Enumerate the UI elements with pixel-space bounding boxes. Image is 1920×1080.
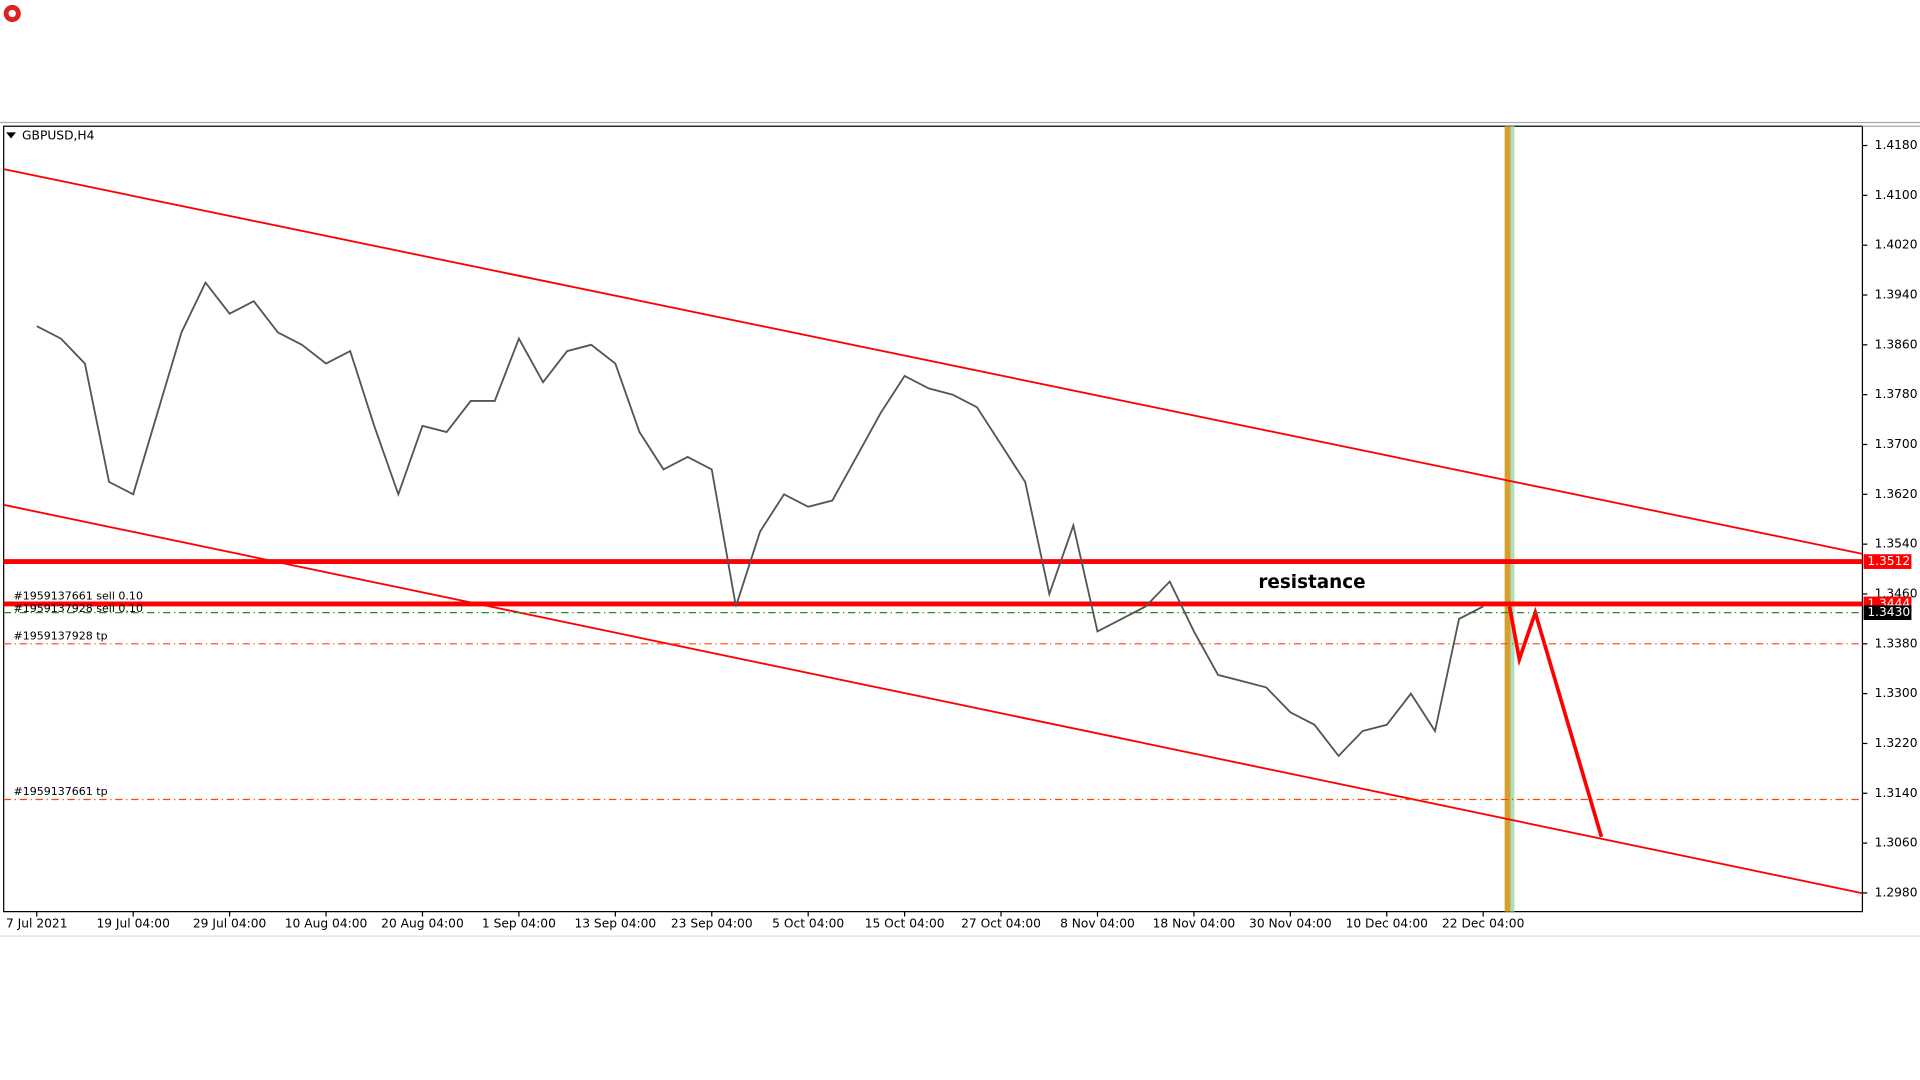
time-marker (1510, 126, 1515, 912)
y-tick-label: 1.4100 (1875, 188, 1918, 202)
x-tick-label: 1 Sep 04:00 (482, 916, 556, 930)
y-tick-label: 1.3220 (1875, 736, 1918, 750)
symbol-label: GBPUSD,H4 (22, 129, 95, 143)
y-tick-label: 1.3540 (1875, 537, 1918, 551)
trendline (3, 503, 1863, 895)
y-tick-label: 1.3060 (1875, 836, 1918, 850)
y-tick-label: 1.3620 (1875, 487, 1918, 501)
y-tick-label: 1.3780 (1875, 387, 1918, 401)
plot-area (3, 125, 1864, 913)
y-tick-label: 1.3300 (1875, 686, 1918, 700)
x-tick-label: 23 Sep 04:00 (671, 916, 753, 930)
logo-icon-center (8, 9, 16, 18)
trendline (3, 168, 1863, 555)
level-tag (1863, 554, 1912, 569)
x-tick-label: 8 Nov 04:00 (1060, 916, 1135, 930)
annotation: resistance (1258, 572, 1365, 593)
app-logo[interactable] (3, 4, 21, 23)
level-tag-label: 1.3512 (1867, 554, 1910, 568)
y-tick-label: 1.3140 (1875, 786, 1918, 800)
x-tick-label: 7 Jul 2021 (6, 916, 68, 930)
plot (3, 126, 1863, 912)
x-tick-label: 5 Oct 04:00 (772, 916, 844, 930)
x-tick-label: 27 Oct 04:00 (961, 916, 1041, 930)
level-tag (1863, 605, 1912, 621)
y-tick-label: 1.4180 (1875, 138, 1918, 152)
price-line (36, 280, 1484, 758)
order-label: #1959137928 tp (13, 629, 107, 642)
y-tick-label: 1.3700 (1875, 437, 1918, 451)
y-tick-label: 1.3380 (1875, 636, 1918, 650)
x-tick-label: 19 Jul 04:00 (96, 916, 169, 930)
y-tick-label: 1.4020 (1875, 238, 1918, 252)
y-tick-label: 1.2980 (1875, 885, 1918, 899)
projection-path (1507, 606, 1604, 838)
x-tick-label: 29 Jul 04:00 (193, 916, 266, 930)
x-tick-label: 10 Aug 04:00 (285, 916, 368, 930)
symbol-menu-arrow[interactable] (6, 132, 16, 139)
y-tick-label: 1.3940 (1875, 288, 1918, 302)
order-label: #1959137661 tp (13, 785, 107, 798)
x-tick-label: 15 Oct 04:00 (865, 916, 945, 930)
order-label: #1959137661 sell 0.10 (13, 590, 142, 603)
y-tick-label: 1.3860 (1875, 337, 1918, 351)
level-tag-label: 1.3430 (1867, 605, 1910, 619)
x-tick-label: 13 Sep 04:00 (574, 916, 656, 930)
x-tick-label: 22 Dec 04:00 (1442, 916, 1524, 930)
order-label: #1959137928 sell 0.10 (13, 602, 142, 615)
x-tick-label: 20 Aug 04:00 (381, 916, 464, 930)
x-tick-label: 30 Nov 04:00 (1249, 916, 1332, 930)
x-tick-label: 18 Nov 04:00 (1153, 916, 1236, 930)
time-marker (1504, 126, 1511, 912)
x-tick-label: 10 Dec 04:00 (1346, 916, 1428, 930)
